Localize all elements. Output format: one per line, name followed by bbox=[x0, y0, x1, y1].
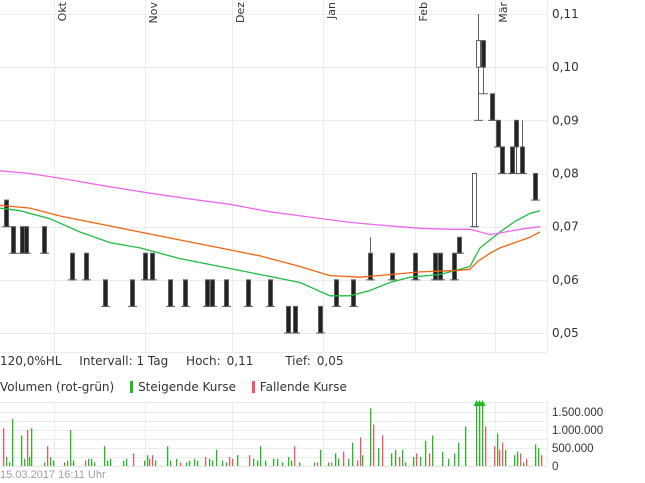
price-tick-label: 0,09 bbox=[552, 113, 579, 127]
falling-swatch-icon bbox=[251, 381, 255, 393]
price-tick-label: 0,05 bbox=[552, 326, 579, 340]
month-label: Mär bbox=[497, 2, 510, 23]
month-label: Jan bbox=[325, 2, 338, 20]
high-value: 0,11 bbox=[226, 354, 254, 368]
timestamp: 15.03.2017 16:11 Uhr bbox=[0, 469, 106, 481]
moving-average-line bbox=[0, 204, 541, 278]
scale-label: 120,0%HL bbox=[0, 354, 62, 368]
volume-tick-label: 500.000 bbox=[552, 443, 594, 455]
volume-tick-label: 1.500.000 bbox=[552, 407, 603, 419]
volume-bars bbox=[3, 400, 543, 466]
legend-falling: Fallende Kurse bbox=[251, 380, 347, 394]
moving-average-line bbox=[0, 207, 541, 297]
price-tick-label: 0,06 bbox=[552, 273, 579, 287]
month-label: Nov bbox=[147, 2, 160, 24]
volume-axis-labels: 1.500.000 1.000.000 500.000 0 bbox=[552, 407, 603, 473]
low-label: Tief: bbox=[285, 354, 311, 368]
rising-swatch-icon bbox=[130, 381, 134, 393]
month-label: Feb bbox=[417, 2, 430, 21]
price-tick-label: 0,10 bbox=[552, 60, 579, 74]
legend-falling-label: Fallende Kurse bbox=[259, 380, 347, 394]
price-ohlc-bars bbox=[2, 14, 540, 334]
low-value: 0,05 bbox=[316, 354, 344, 368]
price-axis-labels: 0,11 0,10 0,09 0,08 0,07 0,06 0,05 bbox=[552, 7, 579, 340]
month-label: Okt bbox=[56, 1, 69, 21]
volume-grid bbox=[0, 402, 548, 467]
month-label: Dez bbox=[234, 2, 247, 23]
high-info: Hoch: 0,11 bbox=[186, 354, 267, 368]
low-info: Tief: 0,05 bbox=[285, 354, 357, 368]
moving-average-lines bbox=[0, 170, 541, 297]
moving-average-line bbox=[0, 170, 541, 236]
price-grid bbox=[0, 0, 548, 353]
volume-tick-label: 1.000.000 bbox=[552, 425, 603, 437]
volume-legend-title: Volumen (rot-grün) bbox=[0, 380, 115, 394]
volume-legend: Volumen (rot-grün) Steigende Kurse Falle… bbox=[0, 380, 347, 394]
month-axis-labels: Okt Nov Dez Jan Feb Mär bbox=[56, 1, 510, 23]
chart-info-row: 120,0%HL Intervall: 1 Tag Hoch: 0,11 Tief… bbox=[0, 354, 371, 368]
interval-label: Intervall: 1 Tag bbox=[79, 354, 169, 368]
price-tick-label: 0,08 bbox=[552, 167, 579, 181]
high-label: Hoch: bbox=[186, 354, 221, 368]
legend-rising-label: Steigende Kurse bbox=[138, 380, 236, 394]
price-tick-label: 0,07 bbox=[552, 220, 579, 234]
volume-tick-label: 0 bbox=[552, 461, 558, 473]
price-tick-label: 0,11 bbox=[552, 7, 579, 21]
legend-rising: Steigende Kurse bbox=[130, 380, 236, 394]
